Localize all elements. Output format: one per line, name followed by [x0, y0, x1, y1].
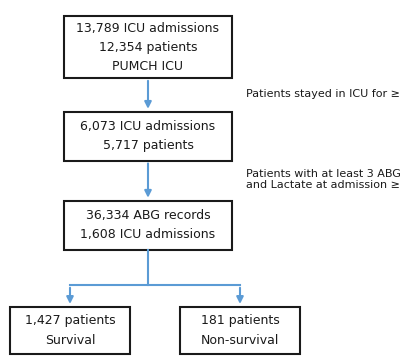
Text: Patients with at least 3 ABGs in the first 12h
and Lactate at admission ≥2.0mmol: Patients with at least 3 ABGs in the fir…	[246, 169, 400, 191]
Text: Patients stayed in ICU for ≥24h: Patients stayed in ICU for ≥24h	[246, 89, 400, 99]
FancyBboxPatch shape	[64, 16, 232, 78]
Text: 1,608 ICU admissions: 1,608 ICU admissions	[80, 228, 216, 241]
Text: 1,427 patients: 1,427 patients	[25, 314, 115, 327]
Text: Survival: Survival	[45, 334, 95, 347]
Text: Non-survival: Non-survival	[201, 334, 279, 347]
Text: 36,334 ABG records: 36,334 ABG records	[86, 209, 210, 222]
Text: PUMCH ICU: PUMCH ICU	[112, 60, 184, 73]
Text: 13,789 ICU admissions: 13,789 ICU admissions	[76, 22, 220, 35]
Text: 181 patients: 181 patients	[201, 314, 279, 327]
Text: 12,354 patients: 12,354 patients	[99, 41, 197, 54]
FancyBboxPatch shape	[64, 200, 232, 250]
FancyBboxPatch shape	[64, 112, 232, 160]
FancyBboxPatch shape	[10, 307, 130, 354]
Text: 6,073 ICU admissions: 6,073 ICU admissions	[80, 120, 216, 133]
FancyBboxPatch shape	[180, 307, 300, 354]
Text: 5,717 patients: 5,717 patients	[102, 139, 194, 152]
